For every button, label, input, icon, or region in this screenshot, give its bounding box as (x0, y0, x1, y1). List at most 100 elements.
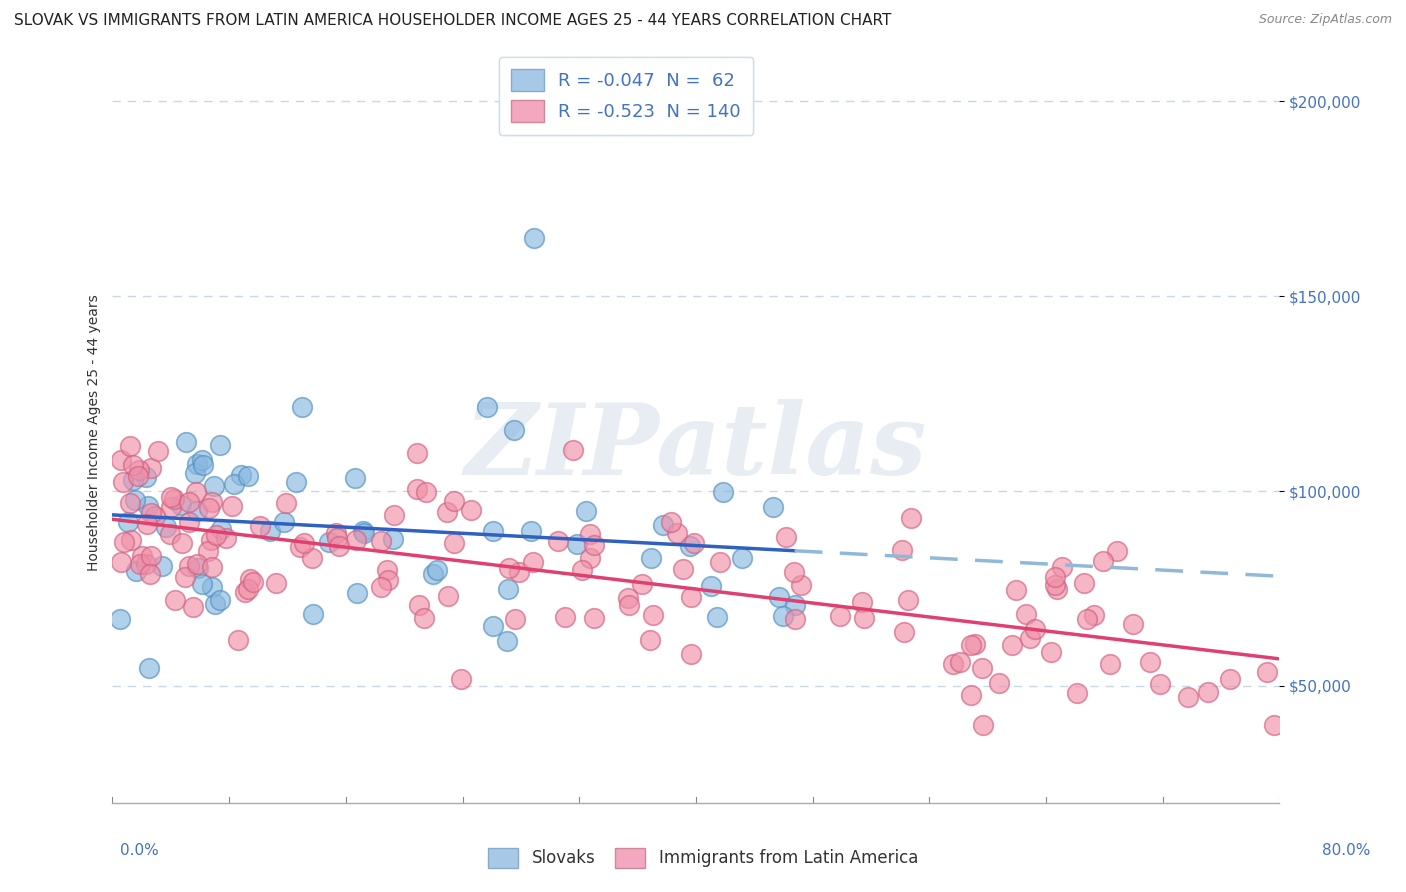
Point (191, 453, 214, 467)
Point (666, 525, 689, 540)
Point (523, 231, 546, 245)
Point (184, 467, 207, 481)
Point (731, 550, 754, 565)
Point (135, 469, 157, 483)
Point (370, 534, 392, 549)
Point (163, 593, 186, 607)
Point (122, 474, 145, 488)
Point (828, 608, 851, 623)
Point (768, 590, 790, 604)
Point (209, 522, 232, 536)
Point (222, 476, 245, 491)
Point (121, 458, 143, 472)
Point (783, 599, 806, 613)
Point (1001, 638, 1024, 652)
Point (949, 655, 972, 669)
Point (571, 564, 593, 578)
Point (508, 565, 530, 579)
Point (706, 609, 728, 624)
Point (184, 485, 207, 500)
Text: Source: ZipAtlas.com: Source: ZipAtlas.com (1258, 13, 1392, 27)
Point (1263, 718, 1285, 732)
Point (547, 534, 569, 549)
Point (226, 633, 249, 648)
Point (443, 535, 465, 549)
Point (186, 504, 208, 518)
Point (302, 607, 325, 622)
Point (893, 625, 915, 640)
Point (437, 589, 460, 603)
Point (139, 506, 162, 520)
Point (1066, 686, 1088, 700)
Point (110, 453, 132, 467)
Point (160, 491, 183, 505)
Point (242, 575, 264, 590)
Point (1018, 632, 1040, 646)
Point (120, 533, 142, 547)
Point (200, 533, 222, 547)
Point (782, 565, 804, 579)
Point (405, 483, 427, 497)
Point (1043, 578, 1066, 592)
Point (638, 632, 661, 647)
Point (891, 543, 914, 558)
Point (652, 517, 675, 532)
Point (173, 570, 195, 584)
Point (143, 509, 166, 524)
Point (1091, 554, 1114, 568)
Point (259, 524, 281, 539)
Point (370, 581, 392, 595)
Point (174, 435, 197, 450)
Text: SLOVAK VS IMMIGRANTS FROM LATIN AMERICA HOUSEHOLDER INCOME AGES 25 - 44 YEARS CO: SLOVAK VS IMMIGRANTS FROM LATIN AMERICA … (14, 13, 891, 29)
Point (482, 618, 505, 632)
Point (959, 688, 981, 702)
Point (120, 496, 142, 510)
Point (201, 580, 224, 594)
Point (138, 661, 160, 675)
Legend: Slovaks, Immigrants from Latin America: Slovaks, Immigrants from Latin America (481, 841, 925, 875)
Point (565, 537, 588, 551)
Point (426, 563, 449, 577)
Point (711, 484, 734, 499)
Point (187, 561, 209, 575)
Point (266, 576, 288, 591)
Point (276, 495, 298, 509)
Point (582, 538, 605, 552)
Point (127, 469, 149, 483)
Point (1149, 677, 1171, 691)
Point (683, 536, 706, 550)
Text: 80.0%: 80.0% (1323, 843, 1371, 858)
Point (1043, 570, 1066, 584)
Point (1177, 690, 1199, 704)
Point (325, 525, 347, 540)
Point (897, 593, 920, 607)
Point (1040, 645, 1063, 659)
Point (233, 585, 256, 599)
Point (202, 479, 225, 493)
Point (1015, 607, 1038, 621)
Point (325, 532, 347, 546)
Point (502, 423, 524, 437)
Point (163, 491, 186, 506)
Point (443, 493, 465, 508)
Point (415, 484, 437, 499)
Point (1004, 582, 1026, 597)
Point (190, 577, 212, 591)
Point (406, 446, 429, 460)
Point (344, 533, 367, 547)
Point (318, 535, 340, 549)
Point (1219, 672, 1241, 686)
Point (900, 510, 922, 524)
Point (128, 463, 150, 477)
Point (775, 530, 797, 544)
Point (125, 564, 148, 578)
Point (117, 515, 139, 529)
Point (772, 609, 794, 624)
Point (136, 500, 159, 514)
Point (159, 526, 181, 541)
Point (291, 401, 314, 415)
Point (562, 442, 585, 457)
Point (209, 438, 232, 452)
Point (1098, 657, 1121, 672)
Point (762, 500, 785, 514)
